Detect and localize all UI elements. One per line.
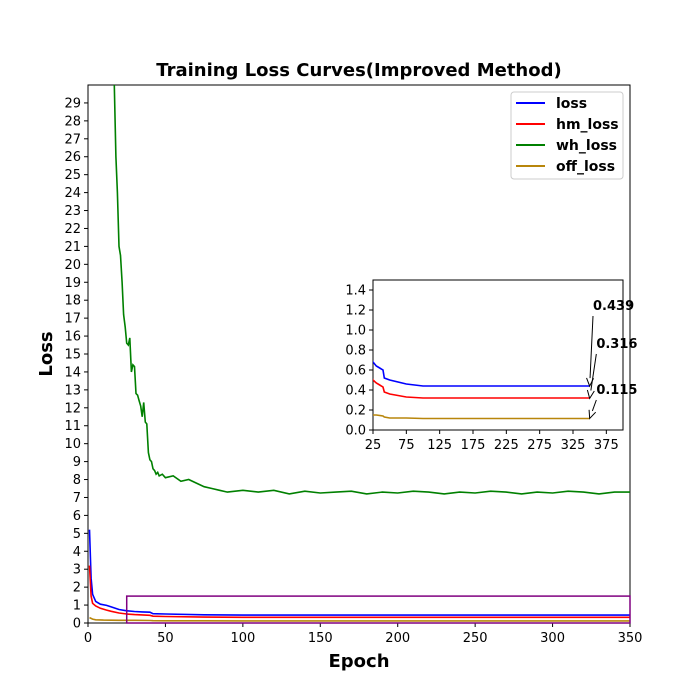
x-tick-label: 350: [618, 631, 643, 646]
y-tick-label: 8: [73, 473, 81, 488]
y-tick-label: 15: [64, 348, 81, 363]
inset-plot-lines: [373, 360, 590, 420]
x-tick-label: 250: [463, 631, 488, 646]
inset-background: [372, 279, 624, 431]
inset-y-tick-label: 0.0: [345, 424, 366, 439]
inset-x-tick-label: 175: [461, 438, 486, 453]
annotation-arrow: [590, 353, 597, 391]
annotation-label: 0.316: [596, 337, 637, 352]
annotation-arrow: [589, 315, 594, 379]
y-tick-label: 21: [64, 240, 81, 255]
y-tick-label: 22: [64, 222, 81, 237]
inset-annotations: 0.439 0.316 0.115: [586, 299, 637, 420]
inset-plot: 25 75 125 175 225 275 325 375 0.0 0.2 0.4 0.6 0.8 1.…: [345, 279, 637, 453]
y-tick-label: 18: [64, 294, 81, 309]
inset-y-tick-label: 0.8: [345, 344, 366, 359]
annotation-label: 0.439: [593, 299, 634, 314]
legend-label-off-loss: off_loss: [556, 159, 615, 175]
y-tick-label: 19: [64, 276, 81, 291]
inset-y-tick-label: 1.2: [345, 304, 366, 319]
y-tick-label: 12: [64, 401, 81, 416]
annotation-arrow: [591, 399, 597, 412]
inset-y-tick-label: 1.4: [345, 284, 366, 299]
y-tick-label: 16: [64, 330, 81, 345]
x-tick-label: 50: [157, 631, 174, 646]
y-tick-label: 13: [64, 383, 81, 398]
y-tick-label: 24: [64, 186, 81, 201]
inset-x-tick-label: 375: [594, 438, 619, 453]
legend-box: [510, 91, 624, 180]
x-tick-label: 100: [230, 631, 255, 646]
inset-x-tick-label: 125: [427, 438, 452, 453]
annotation-arrowhead: [588, 409, 597, 420]
legend: loss hm_loss wh_loss off_loss: [510, 91, 624, 180]
y-tick-label: 2: [73, 581, 81, 596]
y-tick-label: 20: [64, 258, 81, 273]
y-tick-label: 1: [73, 599, 81, 614]
y-tick-label: 6: [73, 509, 81, 524]
x-tick-label: 300: [540, 631, 565, 646]
x-tick-label: 0: [84, 631, 92, 646]
series-line-loss: [88, 529, 630, 616]
series-line-off-loss: [89, 616, 630, 622]
legend-label-loss: loss: [556, 96, 587, 112]
y-tick-label: 17: [64, 312, 81, 327]
y-tick-label: 29: [64, 96, 81, 111]
inset-series-line-off-loss: [373, 414, 590, 420]
y-tick-label: 14: [64, 365, 81, 380]
zoom-region-box: [125, 595, 631, 624]
x-tick-label: 150: [308, 631, 333, 646]
x-tick-label: 200: [385, 631, 410, 646]
main-plot: 0 50 100 150 200 250 300 350 012345678910111213…: [64, 84, 643, 646]
inset-x-axis: 25 75 125 175 225 275 325 375: [365, 430, 619, 453]
legend-label-wh-loss: wh_loss: [556, 138, 617, 154]
y-tick-label: 11: [64, 419, 81, 434]
y-tick-label: 5: [73, 527, 81, 542]
inset-series-line-hm-loss: [373, 378, 590, 399]
inset-x-tick-label: 25: [365, 438, 382, 453]
annotation-label: 0.115: [596, 383, 637, 398]
series-line-hm-loss: [88, 565, 630, 619]
inset-y-axis: 0.0 0.2 0.4 0.6 0.8 1.0 1.2 1.4: [345, 284, 373, 439]
inset-x-tick-label: 275: [527, 438, 552, 453]
x-axis-label: Epoch: [328, 651, 389, 672]
main-y-axis: 0123456789101112131415161718192021222324…: [64, 96, 88, 632]
inset-y-tick-label: 0.4: [345, 384, 366, 399]
legend-label-hm-loss: hm_loss: [556, 117, 619, 133]
y-tick-label: 3: [73, 563, 81, 578]
main-x-axis: 0 50 100 150 200 250 300 350: [84, 623, 643, 646]
inset-x-tick-label: 75: [398, 438, 415, 453]
y-tick-label: 4: [73, 545, 81, 560]
inset-x-tick-label: 225: [494, 438, 519, 453]
inset-y-tick-label: 0.6: [345, 364, 366, 379]
y-tick-label: 9: [73, 455, 81, 470]
annotation-arrowhead: [586, 389, 595, 400]
y-tick-label: 27: [64, 132, 81, 147]
inset-x-tick-label: 325: [561, 438, 586, 453]
chart-title: Training Loss Curves(Improved Method): [156, 60, 561, 81]
inset-y-tick-label: 1.0: [345, 324, 366, 339]
y-tick-label: 25: [64, 168, 81, 183]
main-plot-lines: [88, 85, 630, 622]
y-tick-label: 10: [64, 437, 81, 452]
y-tick-label: 7: [73, 491, 81, 506]
y-tick-label: 23: [64, 204, 81, 219]
y-tick-label: 0: [73, 617, 81, 632]
y-axis-label: Loss: [36, 331, 57, 376]
inset-series-line-loss: [373, 360, 590, 387]
y-tick-label: 26: [64, 150, 81, 165]
inset-y-tick-label: 0.2: [345, 404, 366, 419]
series-line-wh-loss: [113, 85, 630, 495]
y-tick-label: 28: [64, 114, 81, 129]
